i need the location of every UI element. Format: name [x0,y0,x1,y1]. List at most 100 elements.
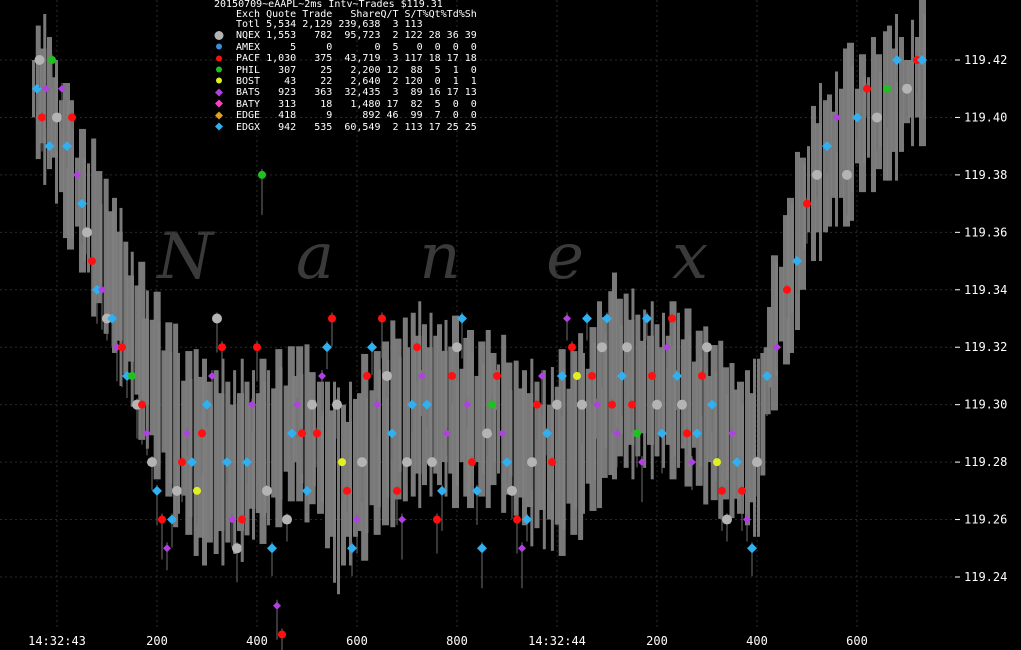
circle-icon [214,76,236,87]
legend-header-quote: Quote [266,9,297,20]
nbbo-bar [279,367,283,500]
trade-marker-pacf [138,400,146,409]
trade-marker-bats [498,429,506,438]
nbbo-bar [47,37,52,170]
nbbo-bar [863,77,866,164]
trade-marker-pacf [38,113,46,122]
trade-marker-edgx [892,55,902,65]
nbbo-bar [745,370,750,526]
legend-row-bost: BOST 43 22 2,640 2 120 0 1 1 [214,76,477,87]
nbbo-bar [197,376,205,538]
trade-marker-bats [638,458,646,467]
trade-marker-pacf [863,84,871,93]
nbbo-bar [341,404,346,566]
trade-marker-nqex [34,55,45,65]
nbbo-bar [639,340,647,434]
legend-cell-quote: 1,030 [266,53,297,65]
nbbo-bar [233,370,237,555]
nbbo-bar [213,370,219,555]
legend-cell-qt: 2 [392,121,399,133]
nbbo-bar [259,358,267,544]
nbbo-bar [87,163,90,273]
nbbo-bar [67,100,74,250]
trade-marker-pacf [648,371,656,380]
trade-marker-edgx [747,543,757,554]
legend-header-pqt: %Qt [422,9,441,20]
trade-marker-nqex [507,485,517,496]
trade-marker-nqex [597,342,607,353]
nbbo-bar [382,341,389,526]
trade-marker-pacf [198,429,206,438]
legend-cell-st: 117 [404,53,423,65]
trade-marker-nqex [427,457,437,468]
trade-marker-edgx [347,543,357,554]
nbbo-bar [59,100,64,193]
nbbo-bar [526,393,534,508]
trade-marker-edgx [367,342,377,353]
nbbo-bar [635,314,641,457]
trade-marker-pacf [533,400,541,409]
nbbo-bar [707,375,712,463]
trade-marker-edgx [617,370,627,381]
legend-cell-quote: 942 [278,121,297,133]
nbbo-bar [283,385,289,472]
nbbo-bar [308,372,316,505]
nbbo-bar [737,381,744,514]
nbbo-bar [470,352,474,486]
trade-marker-bats [688,458,696,467]
legend-cell-psh: 1 [470,75,477,87]
trade-marker-pacf [718,486,726,495]
trade-marker-nqex [527,457,537,468]
legend-row-totl: Totl 5,534 2,129 239,638 3 113 [214,19,477,31]
nbbo-bar [513,360,519,516]
nbbo-bar [437,324,442,486]
nbbo-bar [847,42,854,221]
nbbo-bar [509,390,513,477]
nbbo-bar [741,404,744,491]
trade-marker-bats [613,429,621,438]
y-tick-label: 119.28 [964,455,1007,469]
trade-marker-bats [273,601,281,610]
nbbo-bar [185,351,193,535]
nbbo-bar [859,54,866,193]
nbbo-bar [390,320,396,528]
trade-marker-pacf [178,458,186,467]
trade-marker-bats [563,314,571,323]
trade-marker-pacf [158,515,166,524]
trade-marker-phil [258,170,266,179]
x-tick-label: 600 [846,634,868,648]
legend-cell-trade: 782 [314,30,333,42]
trade-marker-edgx [822,141,832,152]
legend-cell-psh: 25 [464,121,477,133]
nbbo-bar [843,48,850,227]
trade-marker-pacf [343,486,351,495]
nbbo-bar [240,358,244,562]
legend-cell-exch: Totl [236,19,261,31]
nbbo-bar [631,288,635,480]
circle-icon [214,54,236,65]
trade-marker-nqex [332,399,342,410]
nbbo-bar [623,293,629,468]
trade-marker-pacf [468,458,476,467]
nbbo-bar [237,393,244,532]
legend-row-phil: PHIL 307 25 2,200 12 88 5 1 0 [214,65,477,76]
legend-cell-pqt: 7 [434,110,441,122]
trade-marker-phil [488,400,496,409]
nbbo-bar [107,211,115,321]
x-tick-label: 400 [246,634,268,648]
nbbo-bar [501,334,507,513]
trade-marker-bats [293,400,301,409]
trade-marker-bats [58,84,66,93]
trade-marker-bats [593,400,601,409]
circle-icon [214,65,236,76]
legend-cell-psh: 0 [470,64,477,76]
nbbo-bar [718,340,724,519]
nbbo-bar [229,404,237,520]
nbbo-bar [883,31,888,181]
nbbo-bar [578,333,584,540]
y-tick-label: 119.34 [964,283,1007,297]
nbbo-bar [369,390,375,506]
nbbo-bar [173,323,179,528]
nbbo-bar [823,100,828,233]
legend-cell-trade: 535 [314,121,333,133]
